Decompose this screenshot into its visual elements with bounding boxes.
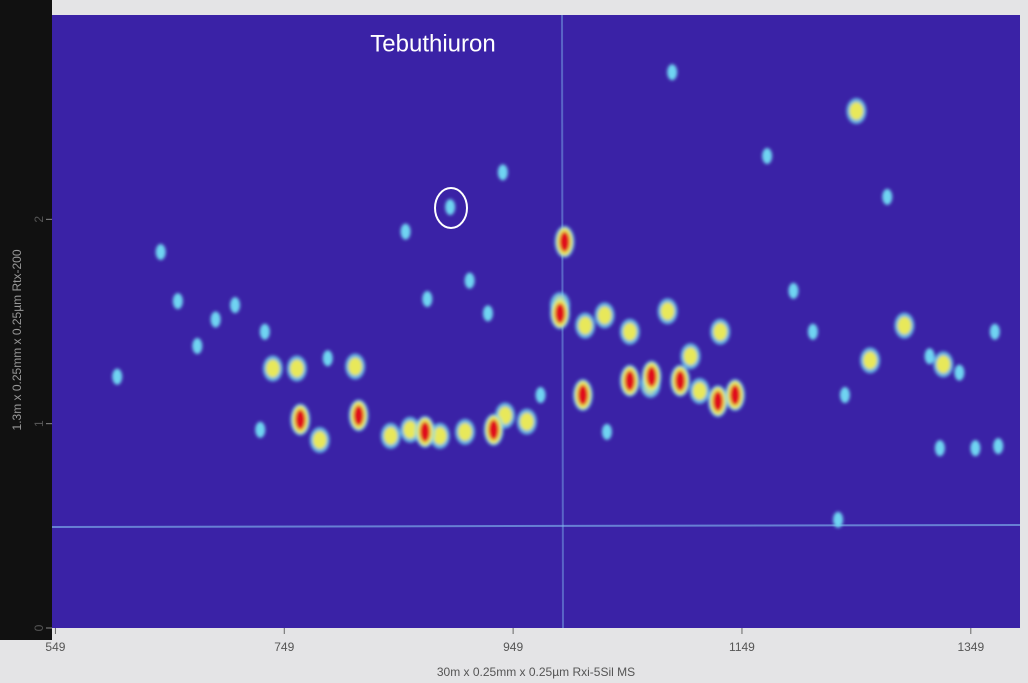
spot xyxy=(289,359,304,378)
y-tick-label: 1 xyxy=(32,420,46,427)
spot xyxy=(712,391,723,412)
plot-area xyxy=(52,15,1020,628)
x-tick-label: 749 xyxy=(274,640,294,654)
spot xyxy=(519,412,534,431)
spot xyxy=(762,147,773,164)
spot xyxy=(535,387,546,404)
spot xyxy=(849,102,864,121)
spot xyxy=(458,422,473,441)
spot xyxy=(420,421,431,442)
spot xyxy=(432,426,447,445)
spot xyxy=(807,323,818,340)
spot xyxy=(970,440,981,457)
spot xyxy=(322,350,333,367)
y-axis-label: 1.3m x 0.25mm x 0.25µm Rtx-200 xyxy=(10,249,24,430)
spot xyxy=(400,223,411,240)
spot xyxy=(488,419,499,440)
spot xyxy=(555,303,566,324)
spot xyxy=(383,426,398,445)
spot xyxy=(660,302,675,321)
spot xyxy=(924,348,935,365)
spot xyxy=(989,323,1000,340)
spot xyxy=(622,322,637,341)
spot xyxy=(934,440,945,457)
spot xyxy=(353,405,364,426)
spot xyxy=(445,199,456,216)
spot xyxy=(936,355,951,374)
spot xyxy=(683,347,698,366)
spot xyxy=(348,357,363,376)
spot xyxy=(482,305,493,322)
x-tick-label: 1349 xyxy=(957,640,984,654)
spot xyxy=(713,322,728,341)
spot xyxy=(578,316,593,335)
spot xyxy=(577,385,588,406)
spot xyxy=(112,368,123,385)
spot xyxy=(833,511,844,528)
spot xyxy=(954,364,965,381)
spot xyxy=(601,423,612,440)
x-tick-label: 549 xyxy=(45,640,65,654)
spot xyxy=(675,370,686,391)
spot xyxy=(259,323,270,340)
spot xyxy=(839,387,850,404)
baseline-streak xyxy=(51,524,1021,528)
spot xyxy=(464,272,475,289)
annotation-circle xyxy=(434,187,468,229)
spot xyxy=(295,409,306,430)
spot xyxy=(422,291,433,308)
spot xyxy=(497,164,508,181)
x-tick-label: 1149 xyxy=(729,640,755,654)
spot xyxy=(993,438,1004,455)
spot xyxy=(192,338,203,355)
spot xyxy=(897,316,912,335)
spot xyxy=(498,406,513,425)
spot xyxy=(863,351,878,370)
x-tick-label: 949 xyxy=(503,640,523,654)
spot xyxy=(624,370,635,391)
annotation: Tebuthiuron xyxy=(370,30,495,57)
spot xyxy=(255,421,266,438)
spot xyxy=(172,293,183,310)
x-axis-label: 30m x 0.25mm x 0.25µm Rxi-5Sil MS xyxy=(437,665,635,679)
spot xyxy=(210,311,221,328)
spot xyxy=(692,381,707,400)
spot xyxy=(312,431,327,450)
spot xyxy=(646,366,657,387)
spots xyxy=(112,64,1004,528)
spot xyxy=(730,385,741,406)
spot xyxy=(788,282,799,299)
spot xyxy=(403,420,418,439)
y-tick-label: 0 xyxy=(32,624,46,631)
spot xyxy=(155,244,166,261)
spot xyxy=(667,64,678,81)
spot xyxy=(230,297,241,314)
y-tick-label: 2 xyxy=(32,216,46,223)
spot xyxy=(882,188,893,205)
spot xyxy=(265,359,280,378)
left-strip xyxy=(0,0,52,640)
spot xyxy=(597,306,612,325)
spot xyxy=(559,231,570,252)
